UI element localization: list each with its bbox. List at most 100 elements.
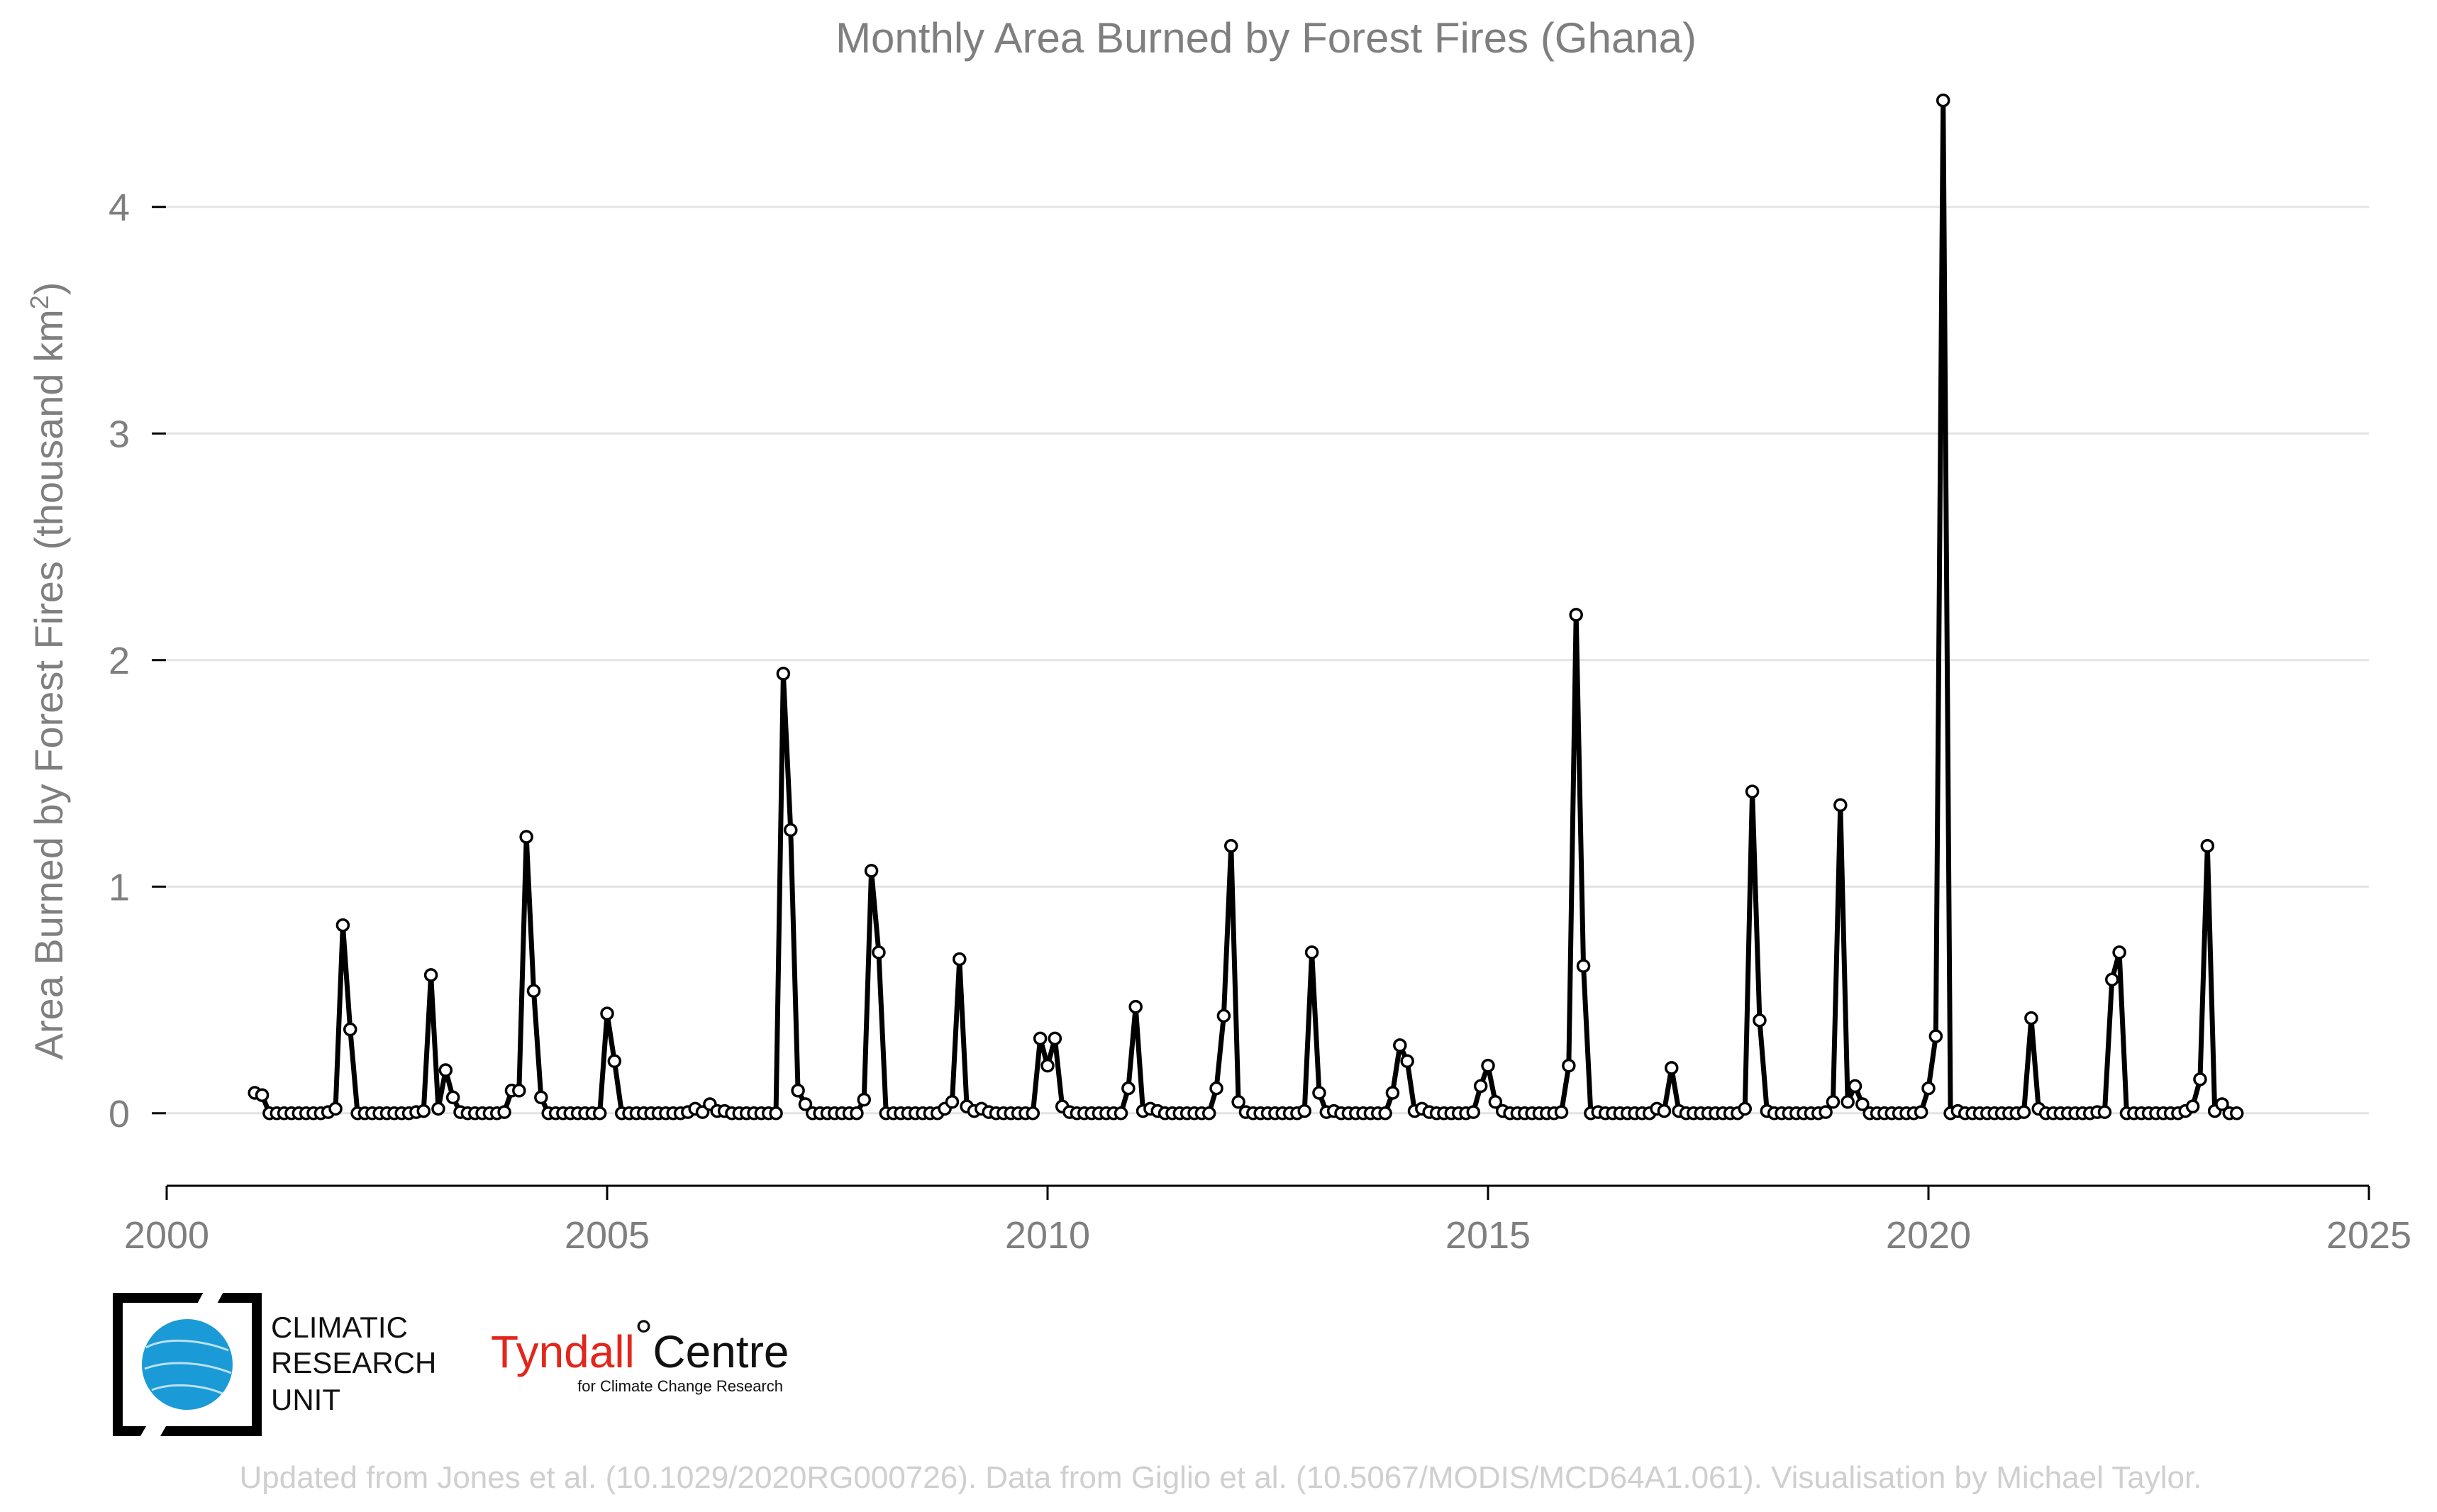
data-point: [1473, 1079, 1488, 1094]
data-point: [2112, 945, 2126, 960]
cru-logo-frame: [113, 1293, 262, 1436]
data-point: [423, 968, 438, 982]
x-tick-label: 2000: [124, 1214, 209, 1257]
data-point: [607, 1054, 622, 1069]
data-point: [1569, 608, 1583, 622]
data-point: [343, 1022, 357, 1037]
data-point: [526, 984, 541, 998]
data-point: [798, 1097, 813, 1111]
data-point: [791, 1084, 805, 1098]
data-point: [497, 1105, 511, 1119]
data-point: [2185, 1099, 2200, 1113]
data-point: [1121, 1081, 1136, 1096]
data-point: [1481, 1058, 1495, 1073]
data-point: [1819, 1105, 1833, 1119]
footer-credit: Updated from Jones et al. (10.1029/2020R…: [240, 1460, 2202, 1495]
data-point: [1466, 1105, 1481, 1119]
tyndall-logo-degree: °: [635, 1311, 653, 1362]
data-point: [328, 1101, 343, 1116]
data-point: [864, 864, 879, 878]
y-axis-title-main: Area Burned by Forest Fires (thousand km: [26, 309, 71, 1060]
y-tick-label: 0: [109, 1093, 130, 1135]
data-point: [953, 952, 967, 967]
globe-icon-lines: [144, 1339, 232, 1396]
data-point: [1231, 1095, 1245, 1109]
data-point: [1209, 1081, 1223, 1096]
cru-logo-frame-gap-bottom: [138, 1421, 169, 1441]
data-point: [1297, 1104, 1311, 1118]
series-line: [254, 98, 2237, 1116]
data-point: [1833, 798, 1848, 812]
data-point: [784, 823, 798, 838]
tyndall-logo-subtitle: for Climate Change Research: [577, 1377, 783, 1395]
data-point: [1936, 93, 1950, 108]
data-point: [445, 1090, 460, 1105]
x-tick-label: 2005: [565, 1214, 650, 1257]
data-point: [1554, 1105, 1569, 1119]
data-point: [1738, 1101, 1752, 1116]
data-point: [1657, 1104, 1672, 1118]
data-point: [600, 1006, 614, 1021]
cru-logo-line-3: UNIT: [271, 1383, 340, 1416]
cru-logo-line-1: CLIMATIC: [271, 1311, 408, 1344]
data-point: [2016, 1105, 2031, 1119]
data-point: [776, 667, 791, 681]
tyndall-logo-red: Tyndall: [491, 1326, 635, 1377]
x-tick-label: 2025: [2326, 1214, 2411, 1257]
data-point: [2193, 1072, 2207, 1086]
data-point: [769, 1106, 783, 1121]
data-point: [1393, 1038, 1407, 1052]
data-point: [2105, 972, 2119, 987]
data-point: [1201, 1106, 1216, 1121]
data-point: [1576, 959, 1591, 973]
data-point: [1026, 1106, 1040, 1121]
tyndall-logo-wordmark: Tyndall°Centre: [491, 1311, 789, 1377]
data-point: [2024, 1011, 2038, 1025]
data-point: [1562, 1058, 1576, 1073]
data-point: [255, 1088, 270, 1102]
data-point: [512, 1084, 526, 1098]
cru-logo: CLIMATIC RESEARCH UNIT: [113, 1288, 436, 1441]
data-point: [945, 1095, 960, 1109]
data-point: [416, 1104, 431, 1118]
data-point: [1855, 1097, 1870, 1111]
data-point: [1040, 1058, 1055, 1073]
data-point: [431, 1101, 445, 1116]
data-point: [1841, 1095, 1855, 1109]
cru-logo-line-2: RESEARCH: [271, 1346, 436, 1379]
data-point: [1385, 1086, 1400, 1100]
data-point: [534, 1090, 548, 1105]
data-point: [2097, 1105, 2112, 1119]
series-points: [248, 93, 2244, 1121]
data-point: [1128, 999, 1143, 1014]
data-point: [592, 1106, 607, 1121]
gridlines: [167, 206, 2369, 1115]
data-point: [1921, 1081, 1936, 1096]
data-point: [1400, 1054, 1414, 1069]
data-point: [1304, 945, 1319, 960]
data-point: [1224, 838, 1238, 853]
data-point: [335, 918, 350, 933]
y-axis-title-close: ): [26, 282, 71, 296]
data-point: [438, 1063, 453, 1077]
y-axis-title: Area Burned by Forest Fires (thousand km…: [25, 282, 71, 1060]
data-point: [1914, 1105, 1928, 1119]
y-tick-label: 1: [109, 866, 130, 908]
x-axis: 2000 2005 2010 2015 2020 2025: [124, 1184, 2411, 1257]
data-point: [1216, 1008, 1231, 1023]
tyndall-logo: Tyndall°Centre for Climate Change Resear…: [491, 1311, 789, 1395]
data-point: [850, 1106, 864, 1121]
data-point: [1312, 1086, 1326, 1100]
data-point: [872, 945, 886, 960]
data-point: [1033, 1031, 1048, 1046]
data-point: [1826, 1095, 1841, 1109]
data-point: [1114, 1106, 1128, 1121]
data-point: [2229, 1106, 2244, 1121]
data-point: [2200, 838, 2215, 853]
data-point: [1048, 1031, 1062, 1046]
x-tick-label: 2020: [1886, 1214, 1971, 1257]
data-point: [1488, 1095, 1503, 1109]
data-point: [1928, 1029, 1943, 1043]
data-point: [519, 830, 533, 844]
